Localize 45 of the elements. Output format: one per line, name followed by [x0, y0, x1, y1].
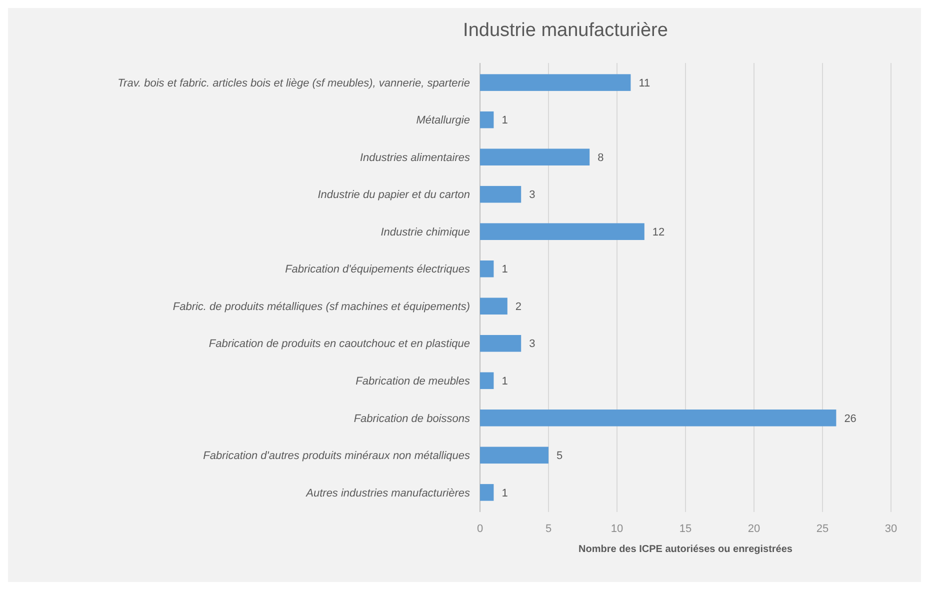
y-tick-label: Fabrication de boissons: [354, 412, 470, 425]
x-tick-label: 20: [748, 523, 760, 535]
x-tick-label: 25: [816, 523, 829, 535]
data-label: 1: [502, 487, 508, 500]
y-tick-label: Industrie du papier et du carton: [318, 189, 470, 202]
bar: [480, 446, 548, 464]
x-tick-label: 5: [545, 523, 552, 535]
bar: [480, 298, 508, 315]
y-tick-label: Autres industries manufacturières: [305, 487, 470, 500]
data-label: 11: [638, 77, 650, 90]
y-tick-label: Fabrication de meubles: [356, 376, 470, 388]
y-tick-label: Métallurgie: [416, 114, 470, 127]
bar: [480, 372, 494, 390]
data-label: 8: [598, 152, 604, 164]
bar: [480, 484, 494, 501]
bar: [480, 186, 522, 203]
chart-title: Industrie manufacturière: [463, 20, 668, 41]
y-tick-label: Fabrication d'autres produits minéraux non métalliques: [203, 450, 470, 462]
x-axis-title: Nombre des ICPE autoriéses ou enregistrées: [578, 544, 793, 555]
data-label: 1: [502, 264, 508, 276]
bar: [480, 148, 590, 166]
y-tick-label: Fabric. de produits métalliques (sf machines et équipements): [172, 300, 470, 313]
y-tick-label: Industrie chimique: [380, 226, 470, 238]
bar: [480, 410, 836, 426]
data-label: 5: [556, 450, 563, 462]
data-label: 3: [529, 189, 536, 202]
bar: [480, 111, 494, 128]
bar: [480, 74, 631, 91]
data-label: 1: [502, 376, 508, 388]
x-tick-label: 15: [679, 523, 692, 535]
y-tick-label: Fabrication d'équipements électriques: [285, 264, 470, 276]
bar: [480, 223, 644, 240]
data-label: 1: [502, 114, 508, 127]
bar: [480, 335, 522, 352]
bar: [480, 260, 494, 278]
x-tick-label: 30: [884, 523, 898, 535]
data-label: 12: [652, 226, 665, 238]
y-tick-label: Trav. bois et fabric. articles bois et liège (sf meubles), vannerie, sparterie: [118, 77, 470, 90]
y-tick-label: Industries alimentaires: [360, 152, 470, 164]
x-tick-label: 10: [610, 523, 624, 535]
y-tick-label: Fabrication de produits en caoutchouc et en plastique: [208, 338, 470, 350]
data-label: 3: [529, 338, 536, 350]
data-label: 26: [844, 412, 856, 425]
x-tick-label: 0: [476, 523, 484, 535]
data-label: 2: [515, 300, 522, 313]
